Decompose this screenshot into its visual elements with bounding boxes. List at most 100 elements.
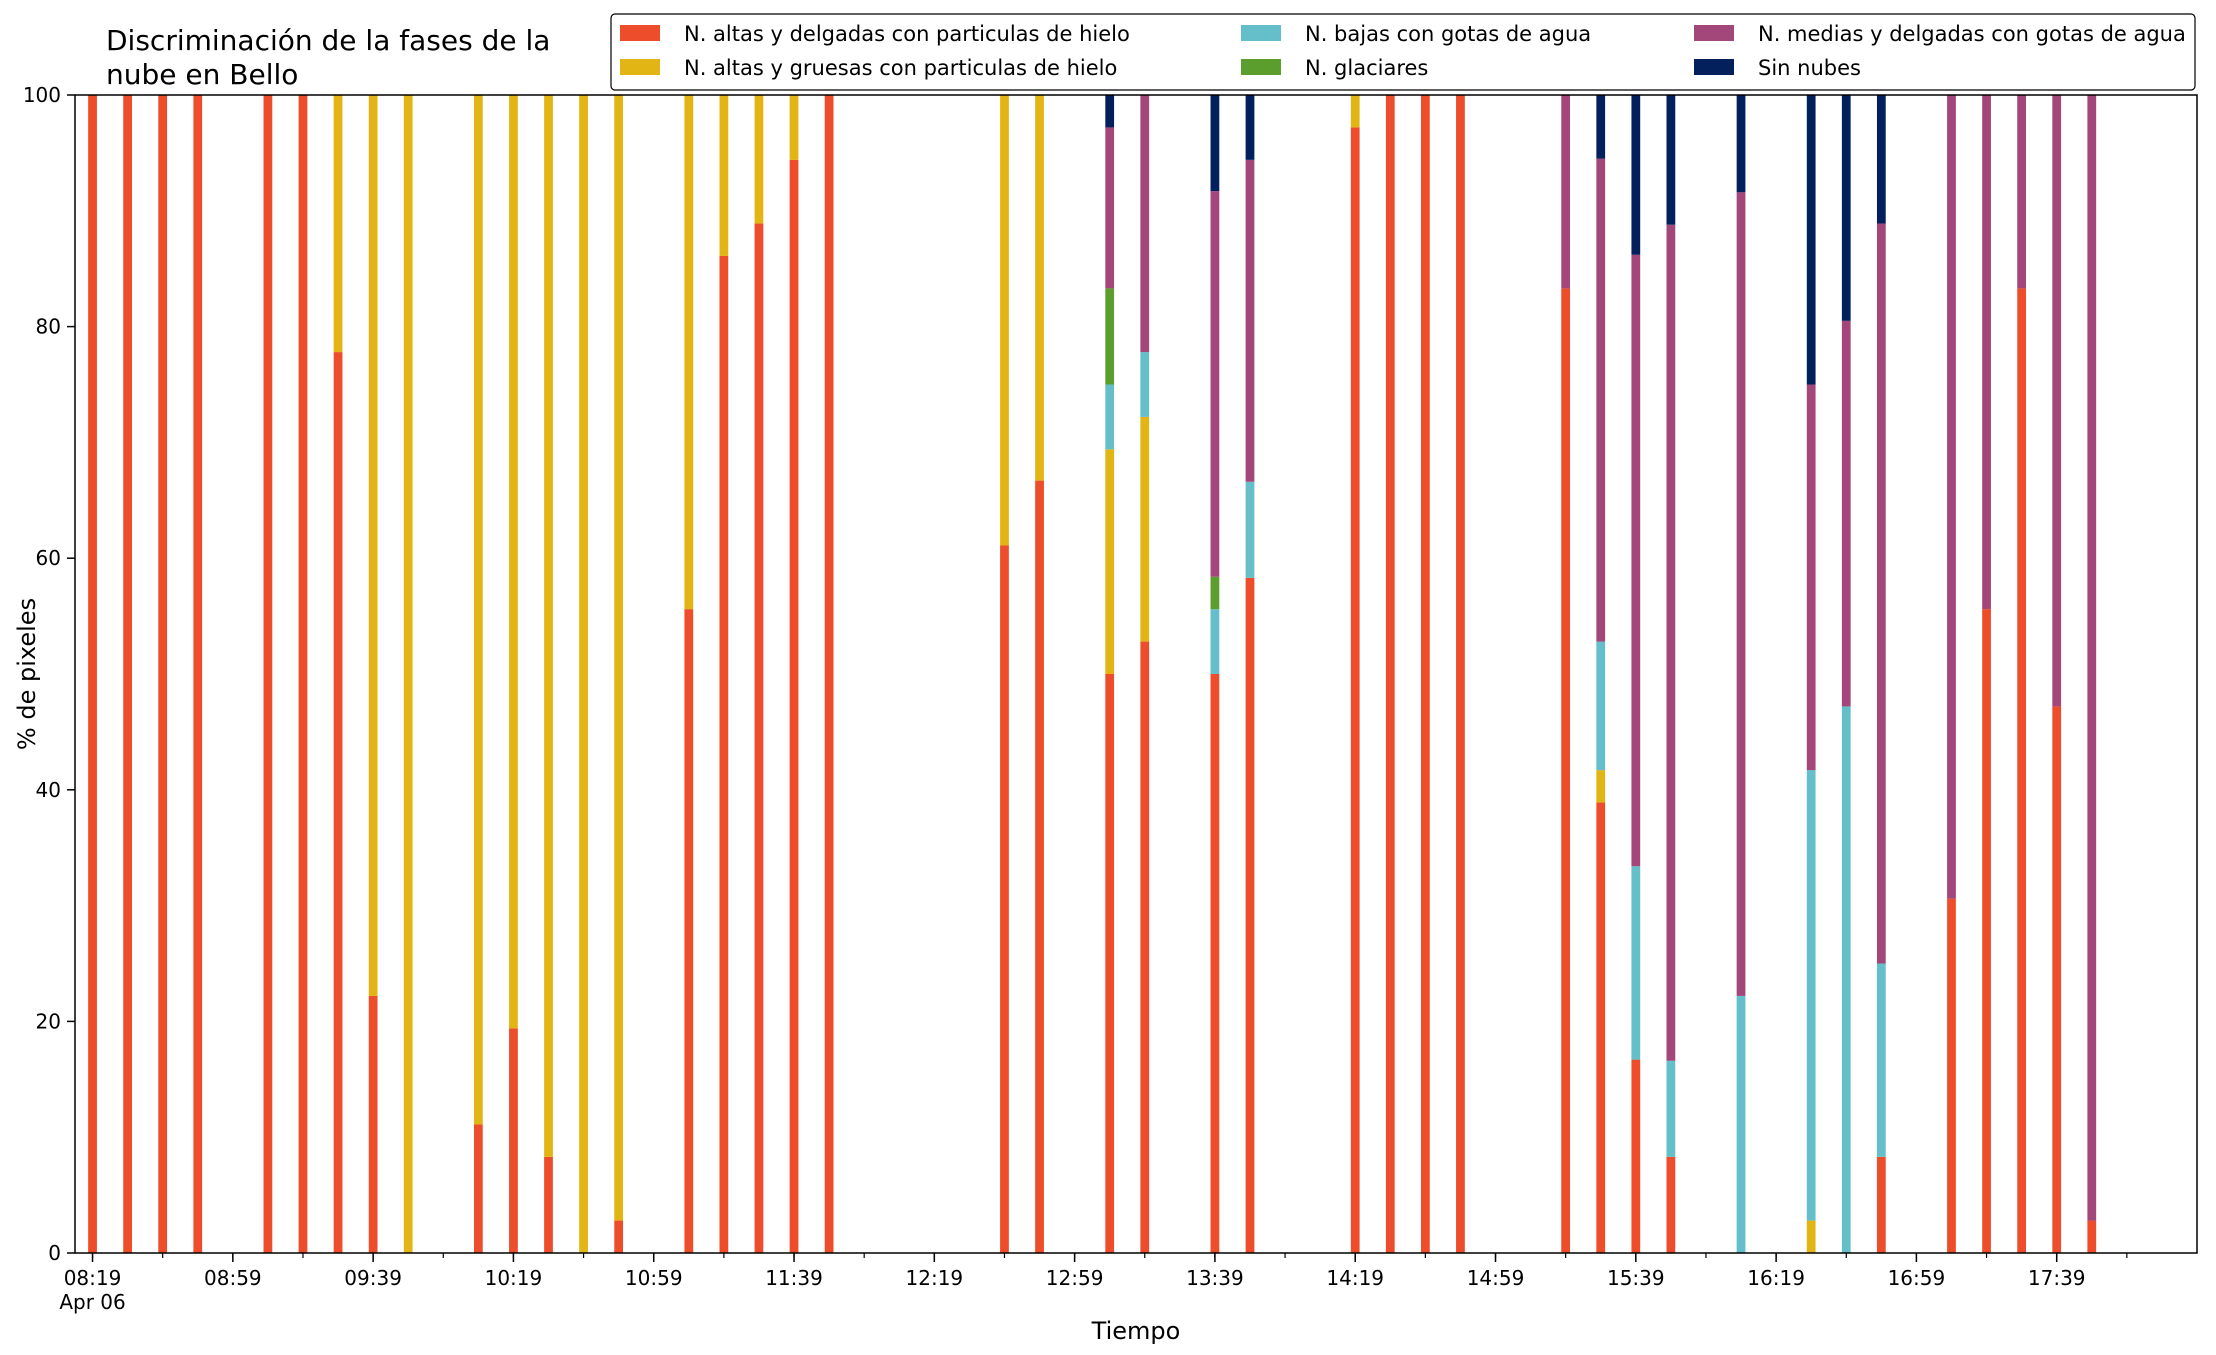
bar-segment bbox=[1596, 641, 1606, 771]
bar-segment bbox=[544, 95, 553, 1157]
bar-segment bbox=[1245, 95, 1255, 160]
bar-segment bbox=[158, 95, 168, 1253]
bar-segment bbox=[1140, 416, 1150, 642]
bar-segment bbox=[579, 95, 588, 1253]
bar-segment bbox=[1035, 95, 1044, 481]
y-axis: 0 20 40 60 80 100 bbox=[23, 83, 75, 1265]
bar-segment bbox=[2052, 95, 2062, 707]
chart-title-line: nube en Bello bbox=[106, 58, 298, 91]
bar-segment bbox=[719, 255, 729, 1253]
bar-segment bbox=[789, 95, 799, 160]
bar-segment bbox=[1596, 95, 1606, 159]
bar-segment bbox=[1876, 223, 1886, 964]
x-tick-label: 13:39 bbox=[1186, 1266, 1244, 1290]
bar-segment bbox=[1000, 95, 1009, 546]
x-axis-label: Tiempo bbox=[1091, 1317, 1181, 1345]
bar-segment bbox=[1420, 95, 1430, 1253]
bar-segment bbox=[1210, 674, 1220, 1253]
bar-segment bbox=[1736, 95, 1746, 193]
bar-segment bbox=[1841, 95, 1851, 321]
bar-segment bbox=[1561, 95, 1571, 289]
bar-segment bbox=[1596, 770, 1606, 803]
bar-segment bbox=[1561, 288, 1571, 1253]
bar-segment bbox=[368, 95, 378, 996]
bar-segment bbox=[1245, 159, 1255, 482]
bar-segment bbox=[544, 1156, 553, 1253]
bar-segment bbox=[2087, 1220, 2097, 1253]
bar-segment bbox=[1806, 384, 1816, 771]
bar-segment bbox=[1876, 1156, 1886, 1253]
bar-segment bbox=[1000, 545, 1009, 1253]
bar-segment bbox=[1140, 95, 1150, 353]
bar-segment bbox=[1140, 352, 1150, 417]
bar-segment bbox=[1876, 963, 1886, 1157]
bar-segment bbox=[1841, 320, 1851, 707]
bar-segment bbox=[684, 95, 694, 610]
y-tick-label: 60 bbox=[36, 546, 61, 570]
bar-segment bbox=[1596, 802, 1606, 1253]
x-tick-label: 15:39 bbox=[1607, 1266, 1665, 1290]
bar-segment bbox=[1631, 95, 1641, 255]
legend-label: N. medias y delgadas con gotas de agua bbox=[1758, 22, 2186, 46]
bar-segment bbox=[123, 95, 132, 1253]
bar-segment bbox=[1596, 158, 1606, 642]
bar-segment bbox=[1456, 95, 1465, 1253]
bar-segment bbox=[298, 95, 308, 1253]
y-tick-label: 100 bbox=[23, 83, 61, 107]
bar-segment bbox=[754, 223, 764, 1253]
y-axis-label: % de pixeles bbox=[13, 598, 41, 750]
bar-segment bbox=[473, 1124, 483, 1253]
x-tick-label: 12:19 bbox=[906, 1266, 964, 1290]
bar-segment bbox=[1105, 384, 1115, 450]
x-tick-label: 11:39 bbox=[765, 1266, 823, 1290]
bar-segment bbox=[1210, 191, 1220, 577]
bar-segment bbox=[824, 95, 834, 1253]
x-tick-sublabel: Apr 06 bbox=[59, 1290, 125, 1314]
bar-segment bbox=[1631, 866, 1641, 1060]
bar-segment bbox=[1140, 641, 1150, 1253]
bar-segment bbox=[1631, 1059, 1641, 1253]
bar-segment bbox=[1666, 224, 1676, 1061]
bar-segment bbox=[1736, 995, 1746, 1253]
bar-segment bbox=[1841, 706, 1851, 1253]
plot-frame bbox=[74, 94, 2198, 1254]
chart-title: Discriminación de la fases de la nube en … bbox=[106, 24, 550, 91]
bar-segment bbox=[1876, 95, 1886, 224]
y-tick-label: 0 bbox=[48, 1241, 61, 1265]
legend-label: N. altas y delgadas con particulas de hi… bbox=[684, 22, 1130, 46]
bars-layer bbox=[88, 95, 2097, 1254]
bar-segment bbox=[1105, 95, 1115, 128]
bar-segment bbox=[1210, 609, 1220, 674]
bar-segment bbox=[754, 95, 764, 224]
bar-segment bbox=[719, 95, 729, 256]
legend-label: N. altas y gruesas con particulas de hie… bbox=[684, 56, 1117, 80]
bar-segment bbox=[2017, 95, 2027, 289]
x-tick-label: 08:19 bbox=[64, 1266, 122, 1290]
bar-segment bbox=[1666, 1156, 1676, 1253]
bar-segment bbox=[789, 159, 799, 1254]
bar-segment bbox=[1806, 770, 1816, 1221]
y-tick-label: 20 bbox=[36, 1009, 61, 1033]
bar-segment bbox=[2017, 288, 2027, 1253]
bar-segment bbox=[1105, 127, 1115, 289]
x-tick-label: 10:19 bbox=[485, 1266, 543, 1290]
bar-segment bbox=[1666, 1060, 1676, 1157]
chart-title-line: Discriminación de la fases de la bbox=[106, 24, 550, 57]
bar-segment bbox=[473, 95, 483, 1125]
x-tick-label: 08:59 bbox=[204, 1266, 262, 1290]
bar-segment bbox=[1982, 95, 1991, 610]
bar-segment bbox=[1806, 1220, 1816, 1253]
bar-segment bbox=[1350, 95, 1360, 128]
bar-segment bbox=[1105, 674, 1115, 1253]
bar-segment bbox=[1210, 95, 1220, 192]
legend-swatch bbox=[620, 59, 660, 75]
bar-segment bbox=[1631, 254, 1641, 867]
bar-segment bbox=[614, 1220, 624, 1253]
y-tick-label: 80 bbox=[36, 315, 61, 339]
x-tick-label: 10:59 bbox=[625, 1266, 683, 1290]
legend-label: N. glaciares bbox=[1305, 56, 1428, 80]
bar-segment bbox=[263, 95, 273, 1253]
bar-segment bbox=[1982, 609, 1991, 1253]
